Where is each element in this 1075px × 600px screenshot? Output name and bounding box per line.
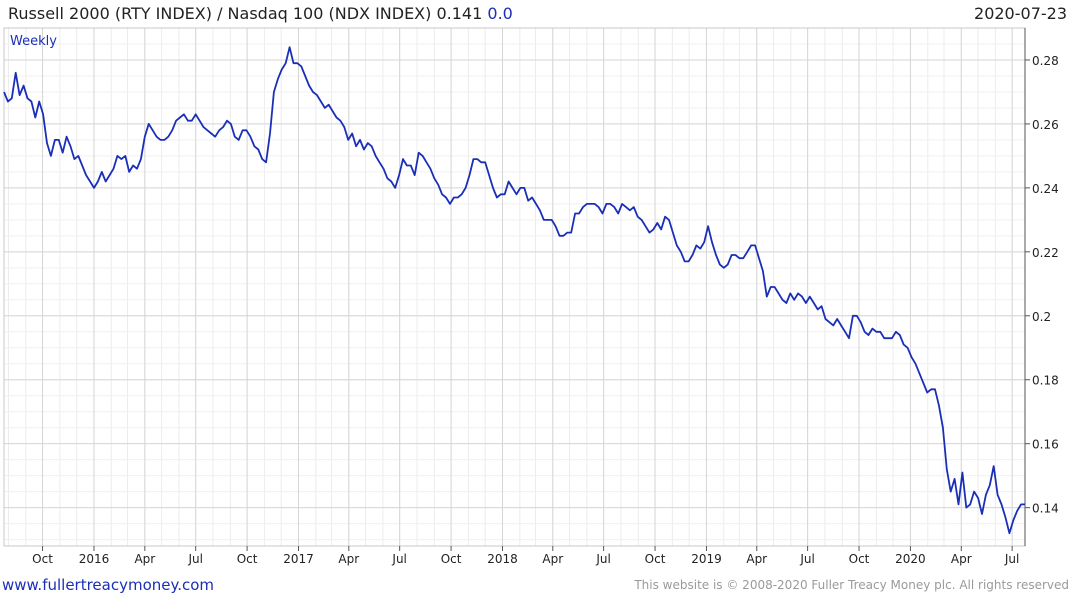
x-tick-label: Jul	[1004, 552, 1019, 566]
x-tick-label: 2016	[79, 552, 110, 566]
axes: 0.14 0.16 0.18 0.2 0.22 0.24 0.26 0.28 Oct 2016 Ap…	[32, 28, 1059, 566]
y-tick-label: 0.16	[1032, 438, 1059, 452]
y-tick-label: 0.26	[1032, 118, 1059, 132]
x-tick-label: Oct	[441, 552, 462, 566]
x-tick-label: Jul	[187, 552, 202, 566]
title-text: Russell 2000 (RTY INDEX) / Nasdaq 100 (N…	[8, 4, 432, 23]
series-line	[3, 46, 1025, 535]
x-tick-label: 2017	[283, 552, 314, 566]
x-tick-label: Apr	[542, 552, 563, 566]
x-tick-label: Oct	[645, 552, 666, 566]
plot-border	[3, 27, 1026, 547]
x-tick-label: Apr	[746, 552, 767, 566]
x-tick-label: Oct	[237, 552, 258, 566]
change-value: 0.0	[487, 4, 513, 23]
x-tick-label: Jul	[391, 552, 406, 566]
x-tick-label: 2018	[487, 552, 518, 566]
grid	[4, 28, 1025, 546]
x-tick-label: Oct	[849, 552, 870, 566]
y-tick-label: 0.24	[1032, 182, 1059, 196]
y-tick-label: 0.18	[1032, 374, 1059, 388]
y-tick-label: 0.2	[1032, 310, 1051, 324]
x-tick-label: Oct	[32, 552, 53, 566]
site-link[interactable]: www.fullertreacymoney.com	[2, 576, 215, 594]
y-tick-label: 0.28	[1032, 54, 1059, 68]
x-tick-label: Apr	[134, 552, 155, 566]
x-tick-label: 2019	[691, 552, 722, 566]
y-tick-label: 0.14	[1032, 502, 1059, 516]
chart-date: 2020-07-23	[974, 4, 1067, 23]
x-tick-label: Jul	[799, 552, 814, 566]
copyright-text: This website is © 2008-2020 Fuller Treac…	[634, 578, 1069, 592]
x-tick-label: Apr	[338, 552, 359, 566]
frequency-label: Weekly	[10, 34, 57, 49]
x-tick-label: Apr	[951, 552, 972, 566]
last-value: 0.141	[436, 4, 483, 23]
x-tick-label: 2020	[895, 552, 926, 566]
x-tick-label: Jul	[595, 552, 610, 566]
chart-title: Russell 2000 (RTY INDEX) / Nasdaq 100 (N…	[8, 4, 513, 23]
y-tick-label: 0.22	[1032, 246, 1059, 260]
